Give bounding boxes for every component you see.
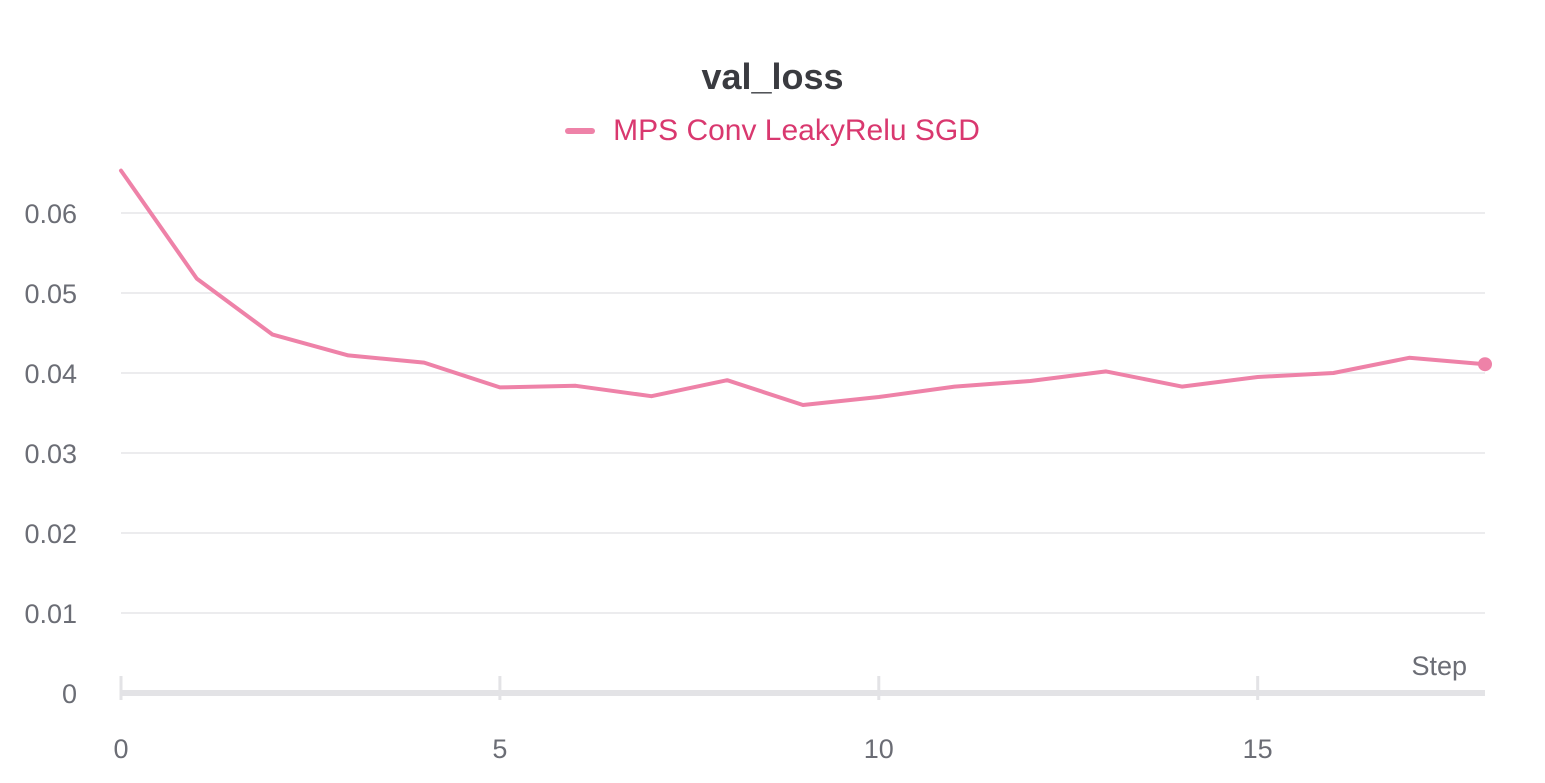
legend: MPS Conv LeakyRelu SGD [0, 114, 1545, 148]
legend-label[interactable]: MPS Conv LeakyRelu SGD [613, 114, 980, 147]
y-tick-label: 0.02 [24, 519, 77, 549]
y-tick-label: 0.03 [24, 439, 77, 469]
last-point-marker[interactable] [1478, 357, 1492, 372]
y-tick-label: 0.05 [24, 279, 77, 309]
x-tick-label: 5 [492, 734, 507, 764]
y-axis-ticks: 0 0.01 0.02 0.03 0.04 0.05 0.06 [24, 199, 77, 709]
chart-title: val_loss [701, 56, 844, 97]
series-line[interactable] [119, 168, 1487, 407]
x-tick-label: 10 [864, 734, 894, 764]
x-axis-label: Step [1411, 651, 1467, 681]
series-group [119, 168, 1492, 407]
grid-lines [121, 212, 1485, 614]
y-tick-label: 0 [62, 679, 77, 709]
x-axis-ticks: 0 5 10 15 [113, 676, 1273, 764]
legend-swatch [565, 128, 596, 134]
y-tick-label: 0.06 [24, 199, 77, 229]
y-tick-label: 0.01 [24, 599, 77, 629]
x-tick-label: 15 [1243, 734, 1273, 764]
y-tick-label: 0.04 [24, 359, 77, 389]
x-tick-label: 0 [113, 734, 128, 764]
